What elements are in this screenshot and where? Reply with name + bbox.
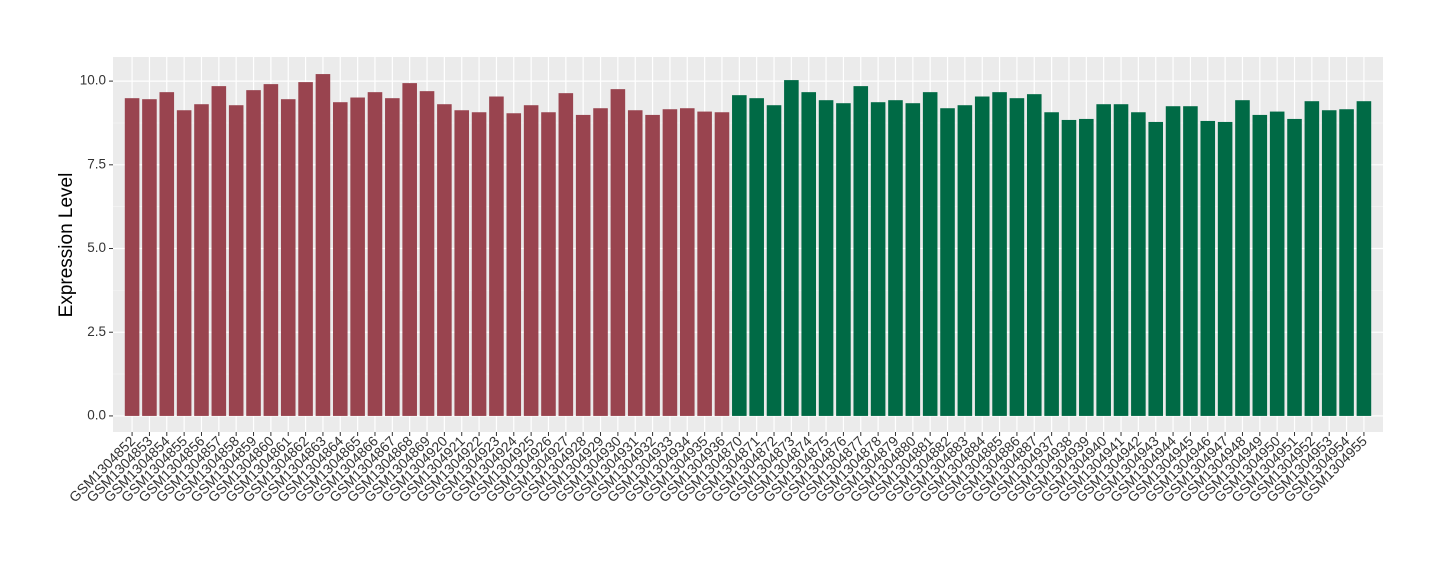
bar bbox=[1269, 111, 1285, 416]
bar bbox=[940, 108, 955, 416]
bar bbox=[1096, 104, 1111, 416]
bar bbox=[385, 98, 400, 416]
bar bbox=[402, 83, 417, 416]
bar bbox=[957, 105, 973, 416]
bar bbox=[523, 105, 539, 416]
bar bbox=[367, 92, 383, 416]
bar bbox=[471, 112, 487, 416]
bar bbox=[541, 112, 556, 416]
y-tick-label: 7.5 bbox=[87, 156, 106, 171]
bar bbox=[454, 110, 470, 416]
bar bbox=[437, 104, 452, 416]
bar bbox=[575, 114, 591, 416]
bar bbox=[784, 80, 799, 416]
bar bbox=[627, 110, 643, 416]
bar bbox=[836, 103, 851, 416]
bar bbox=[246, 90, 261, 416]
bar bbox=[489, 96, 504, 416]
bar bbox=[1113, 104, 1129, 416]
bar bbox=[1061, 119, 1077, 416]
y-tick-label: 0.0 bbox=[87, 407, 106, 422]
bar bbox=[194, 104, 209, 416]
bar bbox=[1235, 100, 1250, 416]
bar bbox=[1165, 106, 1181, 416]
bar bbox=[1339, 109, 1354, 416]
bar bbox=[1356, 101, 1372, 416]
bar bbox=[1252, 114, 1268, 416]
bar bbox=[922, 92, 938, 416]
bar bbox=[1287, 118, 1302, 416]
bar bbox=[610, 89, 626, 416]
bar bbox=[142, 99, 157, 416]
bar bbox=[228, 105, 244, 416]
bar bbox=[176, 110, 192, 416]
bar bbox=[1131, 112, 1146, 416]
bar bbox=[593, 108, 608, 416]
bar bbox=[1026, 94, 1042, 416]
bar bbox=[124, 98, 140, 416]
bar bbox=[159, 92, 175, 416]
bar bbox=[1079, 118, 1094, 416]
bar bbox=[766, 105, 782, 416]
bar bbox=[697, 111, 712, 416]
bar bbox=[263, 84, 279, 416]
y-axis-title: Expression Level bbox=[56, 173, 77, 318]
bar bbox=[1304, 101, 1320, 416]
bar bbox=[211, 86, 227, 416]
bar bbox=[298, 82, 313, 416]
bar bbox=[645, 114, 660, 416]
y-tick-label: 5.0 bbox=[87, 240, 106, 255]
bar bbox=[749, 98, 764, 416]
bar bbox=[1148, 121, 1164, 416]
bar bbox=[662, 109, 678, 416]
bar bbox=[1321, 110, 1337, 416]
bar bbox=[1200, 120, 1216, 416]
bar bbox=[853, 86, 869, 416]
bar bbox=[992, 92, 1007, 416]
bar bbox=[974, 96, 990, 416]
bar bbox=[558, 93, 574, 416]
bar bbox=[1217, 121, 1233, 416]
y-tick-label: 10.0 bbox=[80, 73, 106, 88]
bar bbox=[870, 102, 886, 416]
bar bbox=[818, 100, 834, 416]
y-tick-label: 2.5 bbox=[87, 324, 106, 339]
bar bbox=[801, 92, 817, 416]
bar bbox=[315, 74, 331, 416]
bar bbox=[714, 112, 730, 416]
bar bbox=[1183, 106, 1198, 416]
bar bbox=[419, 91, 435, 416]
bar bbox=[332, 102, 348, 416]
bar bbox=[679, 108, 695, 416]
bar bbox=[888, 100, 903, 416]
bar bbox=[1044, 112, 1059, 416]
bar bbox=[732, 95, 747, 416]
bar bbox=[905, 103, 921, 416]
bar bbox=[1009, 98, 1025, 416]
bar bbox=[506, 113, 522, 416]
bar bbox=[280, 99, 296, 416]
bar bbox=[350, 97, 365, 416]
